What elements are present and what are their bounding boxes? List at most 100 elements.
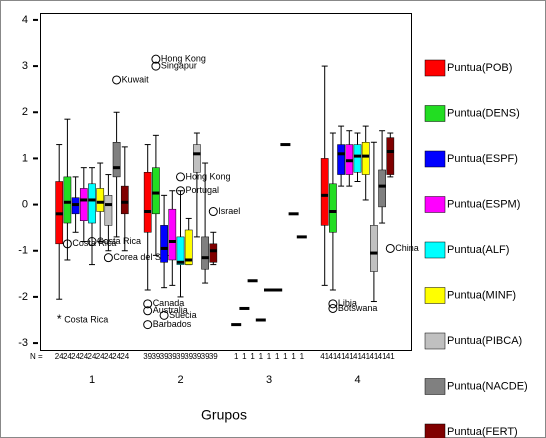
n-count: 1 xyxy=(283,352,288,361)
n-count: 41 xyxy=(328,352,337,361)
n-count: 39 xyxy=(176,352,185,361)
legend-swatch xyxy=(424,241,446,259)
n-count: 1 xyxy=(250,352,255,361)
legend-label: Puntua(MINF) xyxy=(447,289,516,301)
box xyxy=(152,167,160,215)
outlier-label: China xyxy=(395,243,419,253)
x-tick-label: 3 xyxy=(266,374,272,386)
box xyxy=(104,195,113,226)
n-count: 41 xyxy=(361,352,370,361)
legend-label: Puntua(FERT) xyxy=(447,426,518,438)
n-count: 24 xyxy=(104,352,113,361)
n-count: 1 xyxy=(259,352,264,361)
outlier xyxy=(151,54,161,64)
box xyxy=(160,225,168,263)
outlier xyxy=(176,186,185,196)
outlier-label: Canada xyxy=(153,298,185,308)
n-count: 39 xyxy=(184,352,193,361)
n-count: 1 xyxy=(291,352,296,361)
n-count: 24 xyxy=(55,352,64,361)
box xyxy=(209,243,218,263)
n-count: 24 xyxy=(79,352,88,361)
outlier xyxy=(103,253,113,263)
box xyxy=(168,208,177,261)
extreme-marker: * xyxy=(57,312,62,326)
n-count: 1 xyxy=(234,352,239,361)
legend-label: Puntua(ESPF) xyxy=(447,153,518,165)
outlier xyxy=(385,243,395,253)
legend-label: Puntua(ALF) xyxy=(447,244,509,256)
box xyxy=(176,236,185,265)
y-tick-label: 4 xyxy=(22,14,28,26)
n-count: 24 xyxy=(96,352,105,361)
outlier xyxy=(143,306,153,316)
n-count: 24 xyxy=(63,352,72,361)
box xyxy=(337,144,345,175)
outlier-label: Singapur xyxy=(161,60,197,70)
outlier xyxy=(87,237,97,247)
n-count: 39 xyxy=(160,352,169,361)
y-tick-label: 0 xyxy=(22,198,28,210)
x-axis-title: Grupos xyxy=(201,407,247,423)
box xyxy=(201,236,209,270)
box xyxy=(193,144,201,173)
legend-swatch xyxy=(424,105,446,122)
n-count: 39 xyxy=(201,352,210,361)
legend-label: Puntua(PIBCA) xyxy=(447,335,522,347)
outlier-label: Libia xyxy=(338,298,357,308)
y-tick-label: 3 xyxy=(22,60,28,72)
box xyxy=(96,188,105,212)
n-count: 24 xyxy=(88,352,97,361)
box xyxy=(329,183,337,233)
n-count: 41 xyxy=(345,352,354,361)
outlier xyxy=(112,75,122,85)
box xyxy=(88,183,96,224)
outlier-label: Costa Rica xyxy=(97,236,141,246)
box xyxy=(378,169,386,208)
legend-label: Puntua(ESPM) xyxy=(447,198,520,210)
legend-label: Puntua(POB) xyxy=(447,62,512,74)
outlier-label: Kuwait xyxy=(122,74,150,84)
box xyxy=(79,188,88,221)
outlier-label: Israel xyxy=(218,206,240,216)
outlier xyxy=(208,207,218,217)
outlier-label: Costa Rica xyxy=(72,238,116,248)
n-count: 41 xyxy=(369,352,378,361)
box xyxy=(184,229,193,265)
outlier-label: Hong Kong xyxy=(161,54,206,64)
box xyxy=(386,137,395,175)
n-count: 24 xyxy=(71,352,80,361)
box xyxy=(120,185,129,215)
n-count: 24 xyxy=(112,352,121,361)
n-count: 41 xyxy=(320,352,329,361)
legend-swatch xyxy=(424,150,446,168)
y-tick-label: -2 xyxy=(18,291,28,303)
y-tick-label: -1 xyxy=(18,245,28,257)
box xyxy=(361,142,370,175)
legend-swatch xyxy=(424,378,446,395)
n-count: 1 xyxy=(275,352,280,361)
outlier-label: Hong Kong xyxy=(186,171,231,181)
outlier-label: Barbados xyxy=(153,319,192,329)
outlier xyxy=(143,320,153,330)
outlier xyxy=(176,172,185,182)
x-tick-label: 1 xyxy=(89,374,95,386)
y-tick-label: 2 xyxy=(22,106,28,118)
outlier-label: Suecia xyxy=(169,310,197,320)
n-count: 39 xyxy=(151,352,160,361)
n-count: 39 xyxy=(143,352,152,361)
n-count: 39 xyxy=(209,352,218,361)
legend-swatch xyxy=(424,332,446,350)
outlier-label: Botswana xyxy=(338,303,378,313)
outlier-label: Portugal xyxy=(186,185,220,195)
outlier xyxy=(151,61,161,71)
n-count: 41 xyxy=(353,352,362,361)
box xyxy=(143,172,152,233)
n-count: 41 xyxy=(386,352,395,361)
n-count: 1 xyxy=(267,352,272,361)
outlier-label: Costa Rica xyxy=(64,314,108,324)
n-count: 41 xyxy=(337,352,346,361)
legend-swatch xyxy=(424,287,446,304)
y-tick-label: 1 xyxy=(22,152,28,164)
